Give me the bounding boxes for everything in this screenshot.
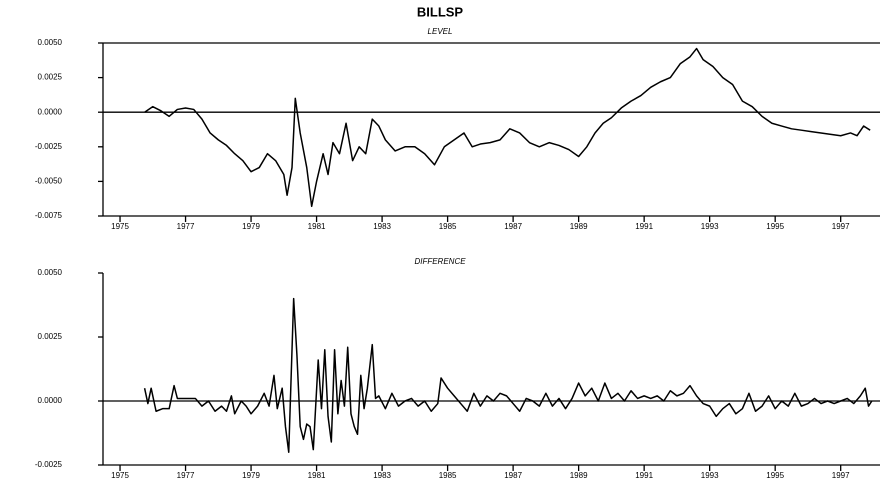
- panel-title: DIFFERENCE: [414, 257, 466, 266]
- y-tick-label: 0.0050: [38, 38, 63, 47]
- y-tick-label: 0.0000: [38, 396, 63, 405]
- x-tick-label: 1975: [111, 222, 129, 231]
- series-line: [144, 47, 871, 208]
- x-tick-label: 1985: [439, 222, 457, 231]
- x-tick-label: 1987: [504, 222, 522, 231]
- series-line: [143, 297, 873, 453]
- x-tick-label: 1997: [832, 471, 850, 480]
- x-tick-label: 1995: [766, 222, 784, 231]
- x-tick-label: 1997: [832, 222, 850, 231]
- x-tick-label: 1979: [242, 222, 260, 231]
- x-tick-label: 1979: [242, 471, 260, 480]
- panel-title: LEVEL: [428, 27, 453, 36]
- y-tick-label: 0.0025: [38, 332, 63, 341]
- y-tick-label: -0.0050: [35, 177, 63, 186]
- y-tick-label: -0.0025: [35, 460, 63, 469]
- x-tick-label: 1993: [701, 222, 719, 231]
- y-tick-label: 0.0000: [38, 107, 63, 116]
- x-tick-label: 1995: [766, 471, 784, 480]
- x-tick-label: 1989: [570, 471, 588, 480]
- x-tick-label: 1975: [111, 471, 129, 480]
- x-tick-label: 1981: [308, 222, 326, 231]
- x-tick-label: 1991: [635, 471, 653, 480]
- x-tick-label: 1983: [373, 222, 391, 231]
- x-tick-label: 1985: [439, 471, 457, 480]
- y-tick-label: 0.0025: [38, 73, 63, 82]
- x-tick-label: 1977: [177, 222, 195, 231]
- figure-title: BILLSP: [417, 4, 464, 19]
- x-tick-label: 1983: [373, 471, 391, 480]
- x-tick-label: 1991: [635, 222, 653, 231]
- x-tick-label: 1993: [701, 471, 719, 480]
- y-tick-label: -0.0075: [35, 211, 63, 220]
- x-tick-label: 1977: [177, 471, 195, 480]
- x-tick-label: 1987: [504, 471, 522, 480]
- x-tick-label: 1989: [570, 222, 588, 231]
- y-tick-label: -0.0025: [35, 142, 63, 151]
- y-tick-label: 0.0050: [38, 268, 63, 277]
- x-tick-label: 1981: [308, 471, 326, 480]
